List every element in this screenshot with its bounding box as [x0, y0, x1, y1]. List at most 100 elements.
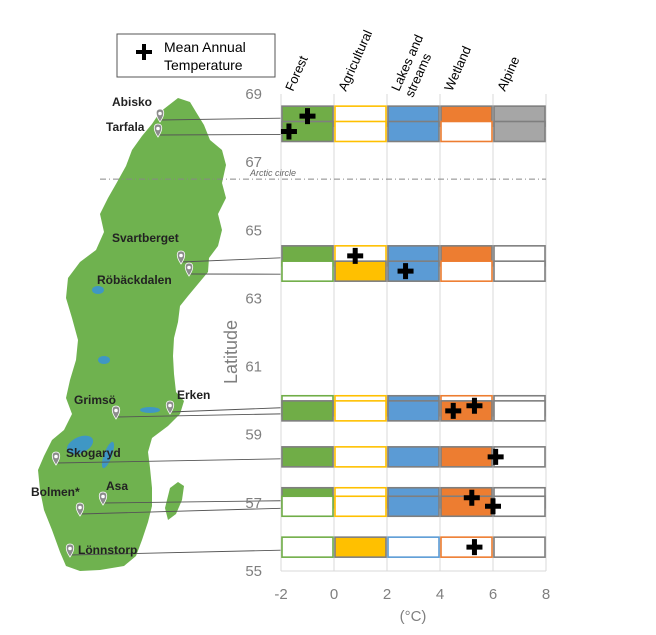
land-cover-cell: [281, 446, 334, 468]
latitude-tick-label: 55: [245, 563, 262, 580]
site-labels: Abisko Tarfala Svartberget Röbäckdalen Erken…: [31, 95, 210, 557]
x-axis-label: (°C): [400, 608, 427, 625]
pin-dot: [114, 408, 118, 413]
pin-dot: [68, 546, 72, 551]
column-header-line: Agricultural: [335, 28, 375, 94]
land-cover-cell: [440, 446, 493, 468]
pin-icon: [51, 451, 61, 466]
sweden-map: [38, 98, 226, 571]
temperature-marker: [485, 498, 501, 515]
pin-icon: [184, 262, 194, 277]
lake-malaren: [140, 407, 160, 413]
land-cover-cell: [440, 120, 493, 143]
temperature-tick-label: 2: [383, 586, 391, 603]
temperature-tick-label: 4: [436, 586, 444, 603]
land-cover-cell: [334, 495, 387, 518]
pin-icon: [155, 108, 165, 123]
column-header: Lakes andstreams: [388, 32, 440, 99]
sweden-land-shape: [38, 98, 226, 571]
temperature-tick-label: 6: [489, 586, 497, 603]
land-cover-cell: [281, 536, 334, 558]
temperature-ticks: -2 0 2 4 6 8: [274, 586, 550, 603]
lake-vanern: [66, 435, 94, 455]
pin-shape: [111, 405, 121, 420]
site-row: [281, 400, 546, 422]
chart-grid: [280, 94, 547, 572]
site-label: Skogaryd: [66, 446, 121, 460]
site-connector: [159, 117, 282, 121]
plus-icon: [136, 44, 152, 60]
site-connector: [115, 413, 282, 418]
pin-shape: [75, 502, 85, 517]
latitude-tick-label: 69: [245, 86, 262, 103]
temperature-tick-label: 0: [330, 586, 338, 603]
legend: Mean Annual Temperature: [116, 33, 276, 78]
lake-vattern: [101, 441, 115, 469]
site-label: Abisko: [112, 95, 152, 109]
column-header-line: Wetland: [441, 44, 474, 93]
pin-icon: [165, 400, 175, 415]
temperature-marker: [463, 489, 480, 506]
site-connector: [169, 407, 282, 413]
land-cover-cell: [387, 495, 440, 518]
site-pins: [51, 108, 194, 558]
pin-shape: [98, 491, 108, 506]
site-row: [281, 120, 546, 143]
legend-label-line1: Mean Annual: [164, 39, 246, 55]
y-axis-label: Latitude: [221, 320, 241, 384]
site-row: [281, 260, 546, 282]
temperature-tick-label: -2: [274, 586, 287, 603]
pin-dot: [187, 265, 191, 270]
pin-dot: [54, 454, 58, 459]
temperature-marker: [299, 108, 316, 125]
site-label: Asa: [106, 479, 128, 493]
land-cover-cell: [493, 120, 546, 143]
gotland-island: [165, 482, 184, 520]
column-headers: Forest Agricultural Lakes andstreams Wetlan…: [282, 28, 522, 100]
land-cover-cell: [334, 260, 387, 282]
land-cover-cell: [281, 400, 334, 422]
land-cover-cell: [387, 446, 440, 468]
pin-shape: [153, 123, 163, 138]
pin-dot: [179, 253, 183, 258]
column-header: Alpine: [494, 54, 522, 93]
temperature-marker: [397, 263, 414, 280]
land-cover-cell: [387, 120, 440, 143]
land-cover-rows: [281, 105, 546, 558]
site-row: [281, 495, 546, 518]
column-header: Wetland: [441, 44, 474, 93]
site-connector: [180, 257, 282, 263]
pin-shape: [51, 451, 61, 466]
land-cover-cell: [334, 536, 387, 558]
land-cover-cell: [493, 400, 546, 422]
land-cover-cell: [334, 400, 387, 422]
temperature-marker: [487, 448, 504, 465]
temperature-marker: [445, 402, 462, 419]
pin-dot: [168, 403, 172, 408]
temperature-marker: [347, 247, 364, 264]
site-connector: [55, 458, 282, 464]
land-cover-cell: [281, 495, 334, 518]
land-cover-cell: [334, 120, 387, 143]
temperature-tick-label: 8: [542, 586, 550, 603]
temperature-markers: [280, 108, 504, 556]
latitude-tick-label: 65: [245, 222, 262, 239]
site-connector: [102, 500, 282, 504]
land-cover-cell: [493, 260, 546, 282]
column-header-line: Forest: [282, 53, 311, 93]
site-label: Erken: [177, 388, 210, 402]
pin-dot: [158, 111, 162, 116]
site-label: Röbäckdalen: [97, 273, 172, 287]
site-row: [281, 446, 546, 468]
land-cover-cell: [281, 260, 334, 282]
pin-icon: [65, 543, 75, 558]
pin-icon: [111, 405, 121, 420]
land-cover-cell: [387, 536, 440, 558]
site-connector: [157, 134, 282, 136]
pin-icon: [98, 491, 108, 506]
latitude-tick-label: 57: [245, 495, 262, 512]
temperature-marker: [466, 539, 483, 556]
land-cover-cell: [387, 400, 440, 422]
latitude-ticks: 55 57 59 61 63 65 67 69: [245, 86, 262, 580]
